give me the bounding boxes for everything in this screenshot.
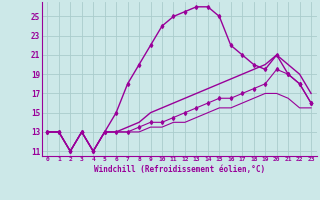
X-axis label: Windchill (Refroidissement éolien,°C): Windchill (Refroidissement éolien,°C) [94,165,265,174]
